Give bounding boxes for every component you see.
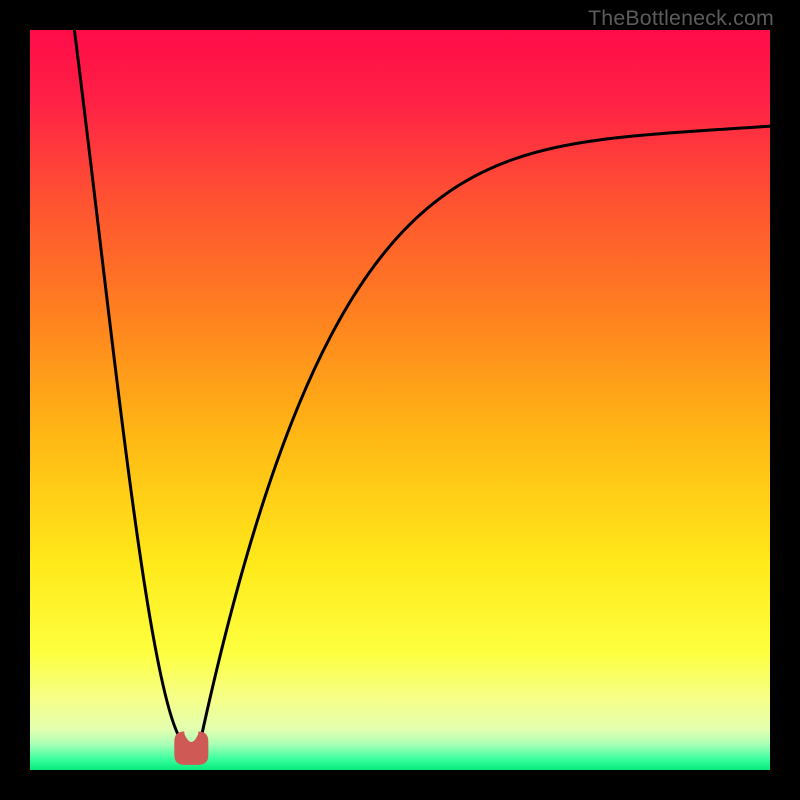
bottleneck-plot — [30, 30, 770, 770]
chart-stage: TheBottleneck.com — [0, 0, 800, 800]
gradient-background — [30, 30, 770, 770]
watermark-label: TheBottleneck.com — [588, 6, 774, 31]
